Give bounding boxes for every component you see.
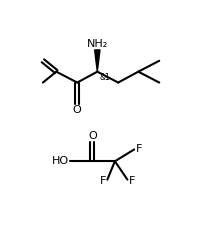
Polygon shape xyxy=(95,50,100,72)
Text: O: O xyxy=(88,131,97,141)
Text: F: F xyxy=(129,176,135,186)
Text: HO: HO xyxy=(51,156,68,166)
Text: F: F xyxy=(100,176,106,186)
Text: O: O xyxy=(73,105,82,116)
Text: &1: &1 xyxy=(100,73,111,82)
Text: F: F xyxy=(135,144,142,154)
Text: NH₂: NH₂ xyxy=(87,39,108,49)
